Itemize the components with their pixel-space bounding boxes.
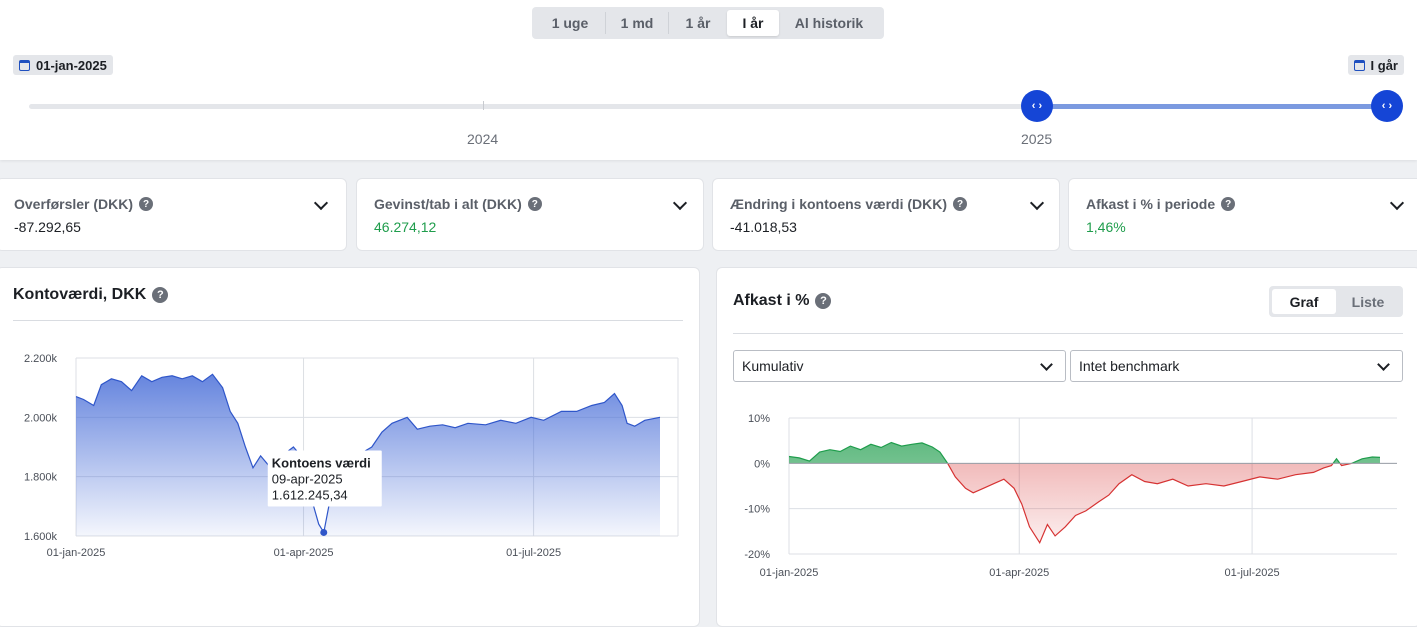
help-icon[interactable]: ? bbox=[527, 197, 542, 211]
end-date-label: I går bbox=[1370, 57, 1398, 73]
end-date-chip[interactable]: I går bbox=[1347, 55, 1404, 75]
chevron-down-icon bbox=[1040, 358, 1053, 371]
divider bbox=[13, 320, 683, 321]
range-tabs: 1 uge 1 md 1 år I år Al historik bbox=[532, 7, 884, 39]
series-line bbox=[75, 373, 661, 535]
toggle-list[interactable]: Liste bbox=[1351, 293, 1385, 310]
x-tick-label: 01-jul-2025 bbox=[1225, 567, 1280, 579]
timeline-year-label: 2024 bbox=[467, 131, 499, 147]
y-tick-label: 10% bbox=[748, 413, 770, 425]
negative-area bbox=[947, 463, 1352, 543]
negative-line bbox=[946, 463, 1354, 544]
return-pct-chart[interactable]: 10% 0% -10% -20% 01-jan-2025 01-apr-2025 01-ju… bbox=[716, 405, 1417, 595]
help-icon[interactable]: ? bbox=[139, 197, 154, 211]
view-toggle: Graf Liste bbox=[1269, 286, 1403, 317]
mode-select-value: Kumulativ bbox=[742, 358, 804, 374]
divider bbox=[733, 333, 1403, 334]
help-icon[interactable]: ? bbox=[152, 287, 169, 303]
x-tick-label: 01-jan-2025 bbox=[760, 567, 819, 579]
kpi-label: Overførsler (DKK) bbox=[14, 196, 134, 212]
timeline-year-tick bbox=[483, 101, 484, 110]
chevron-down-icon bbox=[1377, 358, 1390, 371]
tooltip bbox=[267, 450, 382, 507]
chevron-down-icon[interactable] bbox=[1389, 195, 1405, 211]
timeline-start-handle[interactable]: ‹ › bbox=[1021, 90, 1053, 122]
y-tick-label: 0% bbox=[754, 458, 770, 470]
account-value-chart[interactable]: 2.200k 2.000k 1.800k 1.600k 01-jan-2025 01-ap… bbox=[0, 340, 700, 570]
y-tick-label: 1.800k bbox=[24, 472, 58, 484]
tooltip-date: 09-apr-2025 bbox=[272, 471, 343, 486]
y-tick-label: -10% bbox=[744, 504, 770, 516]
tab-all-history[interactable]: Al historik bbox=[794, 15, 864, 31]
x-tick-label: 01-apr-2025 bbox=[989, 567, 1049, 579]
y-tick-label: 1.600k bbox=[24, 531, 58, 543]
kpi-card-gain-loss[interactable]: Gevinst/tab i alt (DKK)? 46.274,12 bbox=[356, 178, 704, 251]
kpi-label: Afkast i % i periode bbox=[1086, 196, 1216, 212]
start-date-chip[interactable]: 01-jan-2025 bbox=[13, 55, 113, 75]
tooltip-value: 1.612.245,34 bbox=[272, 487, 348, 502]
divider bbox=[668, 12, 669, 34]
account-chart-title: Kontoværdi, DKK ? bbox=[13, 286, 169, 304]
help-icon[interactable]: ? bbox=[953, 197, 967, 211]
y-tick-label: 2.200k bbox=[24, 353, 58, 365]
timeline-end-handle[interactable]: ‹ › bbox=[1371, 90, 1403, 122]
tooltip-title: Kontoens værdi bbox=[272, 455, 371, 470]
y-tick-label: 2.000k bbox=[24, 412, 58, 424]
kpi-label: Ændring i kontoens værdi (DKK) bbox=[730, 196, 947, 212]
kpi-value: 1,46% bbox=[1086, 219, 1126, 235]
return-pct-card bbox=[716, 267, 1417, 627]
x-tick-label: 01-jan-2025 bbox=[47, 547, 106, 559]
kpi-value: -41.018,53 bbox=[730, 219, 797, 235]
kpi-card-value-change[interactable]: Ændring i kontoens værdi (DKK)? -41.018,… bbox=[712, 178, 1060, 251]
return-chart-title: Afkast i % ? bbox=[733, 292, 832, 310]
tab-1-year[interactable]: 1 år bbox=[685, 15, 711, 31]
kpi-card-transfers[interactable]: Overførsler (DKK)? -87.292,65 bbox=[0, 178, 347, 251]
chevrons-left-right-icon: ‹ › bbox=[1031, 100, 1043, 112]
timeline-selected-range bbox=[1037, 104, 1387, 109]
tab-1-week[interactable]: 1 uge bbox=[551, 15, 589, 31]
calendar-icon bbox=[1353, 59, 1365, 71]
tab-1-month[interactable]: 1 md bbox=[620, 15, 654, 31]
return-chart-title-text: Afkast i % bbox=[733, 292, 810, 309]
x-tick-label: 01-jul-2025 bbox=[506, 547, 561, 559]
account-chart-title-text: Kontoværdi, DKK bbox=[13, 286, 147, 303]
kpi-label: Gevinst/tab i alt (DKK) bbox=[374, 196, 522, 212]
kpi-value: 46.274,12 bbox=[374, 219, 437, 235]
chevrons-left-right-icon: ‹ › bbox=[1381, 100, 1393, 112]
chevron-down-icon[interactable] bbox=[313, 195, 329, 211]
benchmark-select[interactable]: Intet benchmark bbox=[1070, 350, 1403, 382]
help-icon[interactable]: ? bbox=[1221, 197, 1236, 211]
calendar-icon bbox=[19, 59, 30, 71]
help-icon[interactable]: ? bbox=[815, 293, 832, 309]
timeline-year-label: 2025 bbox=[1021, 131, 1053, 147]
chevron-down-icon[interactable] bbox=[1029, 195, 1045, 211]
kpi-value: -87.292,65 bbox=[14, 219, 81, 235]
tab-this-year[interactable]: I år bbox=[727, 10, 779, 36]
period-selector-panel: 1 uge 1 md 1 år I år Al historik 01-jan-… bbox=[0, 0, 1417, 160]
start-date-label: 01-jan-2025 bbox=[36, 57, 107, 73]
timeline-track[interactable] bbox=[29, 104, 1387, 109]
toggle-graph[interactable]: Graf bbox=[1272, 289, 1336, 314]
x-tick-label: 01-apr-2025 bbox=[274, 547, 334, 559]
kpi-card-return-pct[interactable]: Afkast i % i periode? 1,46% bbox=[1068, 178, 1417, 251]
hover-point bbox=[320, 528, 328, 536]
positive-area bbox=[789, 442, 1380, 464]
mode-select[interactable]: Kumulativ bbox=[733, 350, 1066, 382]
positive-line bbox=[788, 441, 1381, 464]
benchmark-select-value: Intet benchmark bbox=[1079, 358, 1180, 374]
chevron-down-icon[interactable] bbox=[672, 195, 688, 211]
divider bbox=[605, 12, 606, 34]
y-tick-label: -20% bbox=[744, 549, 770, 561]
